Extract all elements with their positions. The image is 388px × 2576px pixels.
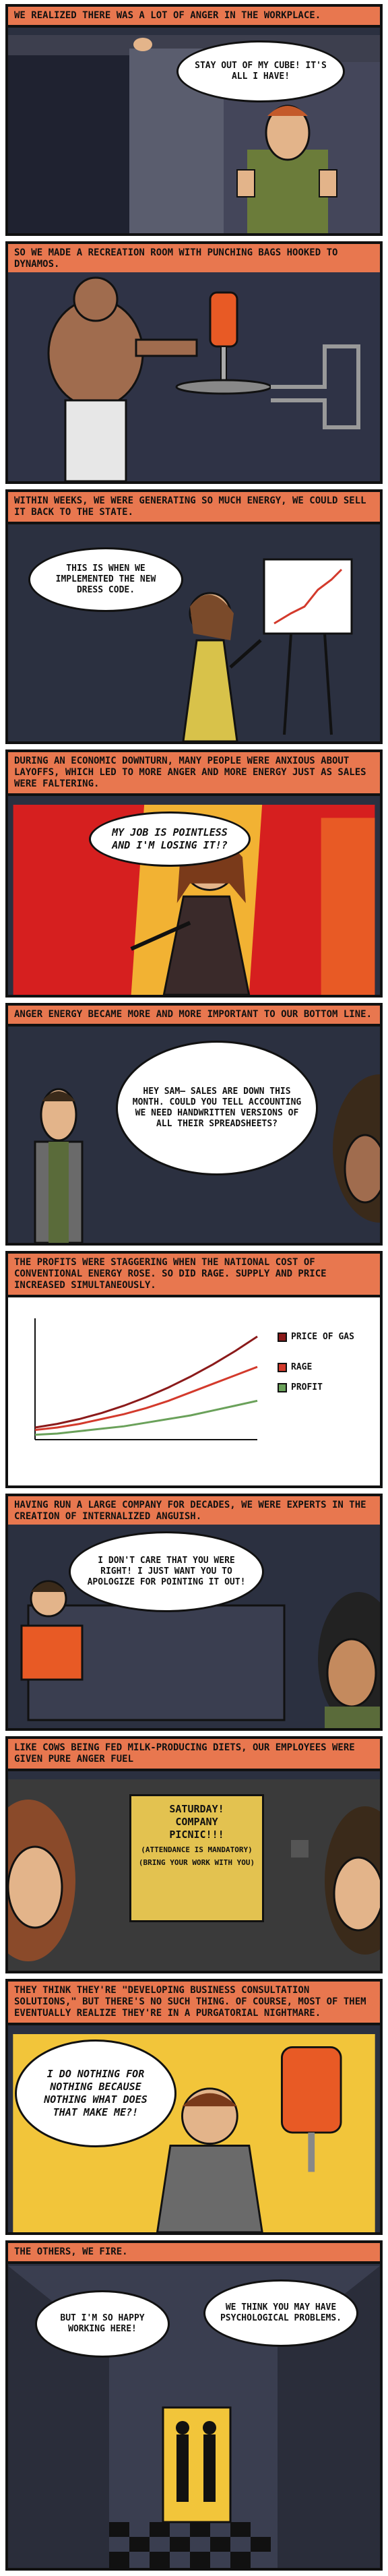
legend-label: Price of gas xyxy=(291,1332,354,1342)
panel-scene: Price of gas Rage Profit xyxy=(8,1305,380,1485)
speech-bubble: Stay out of my cube! It's all I have! xyxy=(176,40,345,102)
panel-caption: Within weeks, we were generating so much… xyxy=(8,492,380,524)
panel-scene xyxy=(8,272,380,481)
boss-and-sam-illustration xyxy=(8,1034,380,1243)
panel-caption: The others, we fire. xyxy=(8,2243,380,2264)
panel-9: They think they're "developing business … xyxy=(5,1979,383,2235)
panel-caption: They think they're "developing business … xyxy=(8,1982,380,2025)
sign-line: Picnic!!! xyxy=(169,1829,224,1841)
speech-bubble: I don't care that you were right! I just… xyxy=(69,1531,264,1612)
punching-bag-dynamo-illustration xyxy=(8,272,380,481)
panel-2: So we made a recreation room with punchi… xyxy=(5,241,383,484)
legend-swatch xyxy=(278,1383,287,1392)
panel-caption: So we made a recreation room with punchi… xyxy=(8,244,380,276)
sign-note: (Attendance is mandatory) xyxy=(141,1845,253,1854)
panel-caption: Anger energy became more and more import… xyxy=(8,1006,380,1026)
picnic-notice-sign: Saturday! Company Picnic!!! (Attendance … xyxy=(129,1794,264,1922)
speech-bubble: My job is pointless and I'm losing it!? xyxy=(89,811,251,867)
line-chart xyxy=(34,1318,258,1440)
panel-8: Like cows being fed milk-producing diets… xyxy=(5,1736,383,1973)
panel-1: We realized there was a lot of anger in … xyxy=(5,4,383,236)
legend-item-gas: Price of gas xyxy=(278,1332,354,1342)
panel-scene xyxy=(8,1034,380,1243)
speech-bubble: We think you may have psychological prob… xyxy=(203,2279,358,2347)
legend-item-rage: Rage xyxy=(278,1362,312,1372)
panel-6: The profits were staggering when the nat… xyxy=(5,1251,383,1488)
panel-10: The others, we fire. But I'm so happy wo… xyxy=(5,2240,383,2571)
speech-bubble: This is when we implemented the new dres… xyxy=(28,547,183,612)
legend-label: Profit xyxy=(291,1382,323,1392)
sign-note: (Bring your work with you) xyxy=(138,1858,255,1867)
panel-caption: During an economic downturn, many people… xyxy=(8,752,380,796)
sign-line: Saturday! xyxy=(169,1803,224,1815)
speech-bubble: Hey Sam— Sales are down this month. Coul… xyxy=(116,1041,318,1175)
panel-5: Anger energy became more and more import… xyxy=(5,1003,383,1246)
panel-caption: We realized there was a lot of anger in … xyxy=(8,7,380,28)
panel-caption: The profits were staggering when the nat… xyxy=(8,1254,380,1297)
panel-4: During an economic downturn, many people… xyxy=(5,749,383,998)
panel-scene xyxy=(8,532,380,741)
panel-caption: Having run a large company for decades, … xyxy=(8,1496,380,1529)
legend-item-profit: Profit xyxy=(278,1382,323,1392)
legend-label: Rage xyxy=(291,1362,313,1372)
legend-swatch xyxy=(278,1332,287,1342)
panel-3: Within weeks, we were generating so much… xyxy=(5,489,383,744)
series-line-0 xyxy=(34,1335,258,1429)
series-line-2 xyxy=(34,1399,258,1436)
panel-caption: Like cows being fed milk-producing diets… xyxy=(8,1739,380,1771)
presentation-illustration xyxy=(8,532,380,741)
legend-swatch xyxy=(278,1363,287,1372)
speech-bubble: I do nothing for nothing because nothing… xyxy=(15,2040,176,2147)
panel-7: Having run a large company for decades, … xyxy=(5,1494,383,1731)
fired-exit-illustration xyxy=(8,2266,380,2568)
sign-line: Company xyxy=(175,1816,218,1828)
speech-bubble: But I'm so happy working here! xyxy=(35,2290,170,2358)
series-line-1 xyxy=(34,1366,258,1432)
panel-scene xyxy=(8,2266,380,2568)
